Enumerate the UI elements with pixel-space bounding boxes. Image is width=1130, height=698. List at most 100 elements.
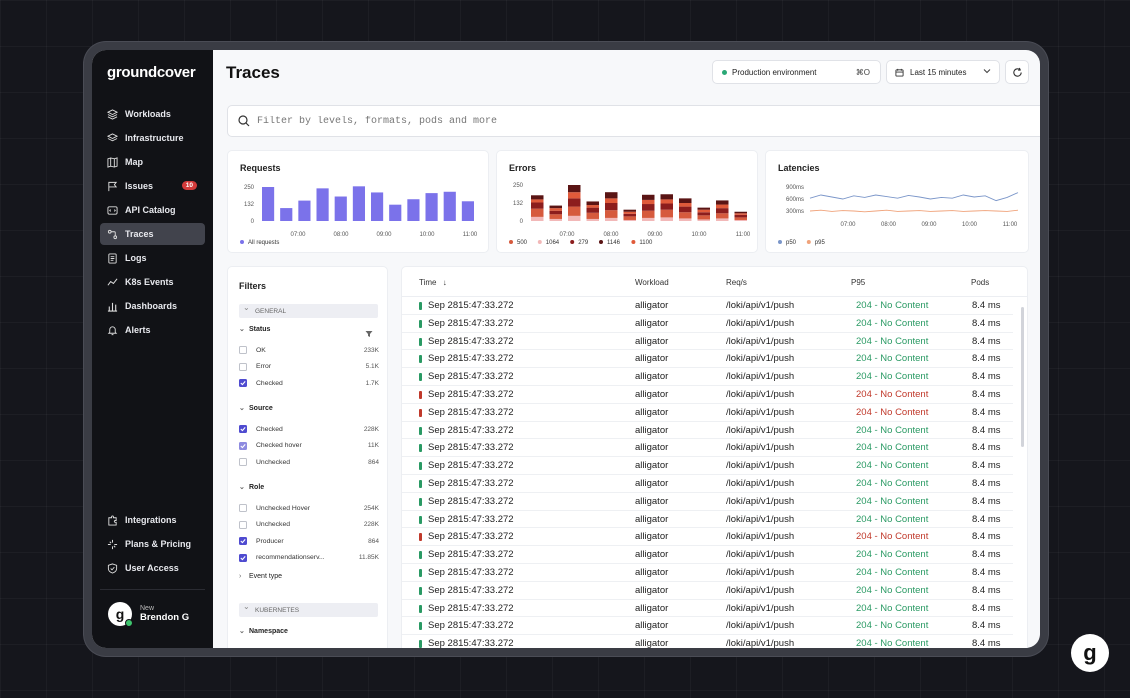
filter-group-source[interactable]: ⌄ Source [239, 404, 273, 413]
sidebar-item-dashboards[interactable]: Dashboards [100, 295, 205, 317]
filter-option[interactable]: Checked 228K [239, 423, 379, 435]
sidebar-item-label: Map [125, 157, 143, 167]
column-header-p95[interactable]: P95 [851, 278, 866, 287]
filter-group-status[interactable]: ⌄ Status [239, 325, 270, 334]
table-row[interactable]: Sep 2815:47:33.272 alligator/loki/api/v1/… [402, 368, 1013, 386]
table-row[interactable]: Sep 2815:47:33.272 alligator/loki/api/v1/… [402, 439, 1013, 458]
sidebar-item-plans-pricing[interactable]: Plans & Pricing [100, 533, 205, 555]
table-row[interactable]: Sep 2815:47:33.272 alligator/loki/api/v1/… [402, 600, 1013, 618]
search-input[interactable] [257, 115, 757, 127]
checkbox[interactable] [239, 537, 247, 545]
level-indicator [419, 355, 422, 364]
cell-req: /loki/api/v1/push [726, 460, 795, 472]
bar-segment [679, 212, 692, 219]
bar [443, 191, 456, 221]
checkbox[interactable] [239, 504, 247, 512]
sidebar-item-infrastructure[interactable]: Infrastructure [100, 127, 205, 149]
table-row[interactable]: Sep 2815:47:33.272 alligator/loki/api/v1/… [402, 297, 1013, 315]
sidebar-item-k8s-events[interactable]: K8s Events [100, 271, 205, 293]
column-header-pods[interactable]: Pods [971, 278, 990, 287]
table-row[interactable]: Sep 2815:47:33.272 alligator/loki/api/v1/… [402, 582, 1013, 600]
sidebar-item-map[interactable]: Map [100, 151, 205, 173]
table-row[interactable]: Sep 2815:47:33.272 alligator/loki/api/v1/… [402, 564, 1013, 582]
checkbox[interactable] [239, 458, 247, 466]
sidebar-item-issues[interactable]: Issues 10 [100, 175, 205, 197]
filter-section-kubernetes[interactable]: KUBERNETES [239, 602, 378, 617]
x-tick-label: 08:00 [603, 232, 619, 238]
table-row[interactable]: Sep 2815:47:33.272 alligator/loki/api/v1/… [402, 546, 1013, 564]
sidebar-item-user-access[interactable]: User Access [100, 557, 205, 579]
search-bar[interactable] [227, 105, 1040, 137]
filter-option[interactable]: OK 233K [239, 344, 379, 356]
sidebar-item-integrations[interactable]: Integrations [100, 509, 205, 531]
table-row[interactable]: Sep 2815:47:33.272 alligator/loki/api/v1/… [402, 422, 1013, 440]
filter-option[interactable]: Checked hover 11K [239, 440, 379, 452]
table-scrollbar[interactable] [1021, 307, 1024, 447]
x-tick-label: 09:00 [921, 222, 937, 228]
filter-option-label: Checked [256, 379, 283, 387]
filter-option[interactable]: Unchecked 228K [239, 519, 379, 531]
filter-group-role[interactable]: ⌄ Role [239, 483, 264, 492]
filter-section-general[interactable]: GENERAL [239, 303, 378, 318]
checkbox[interactable] [239, 441, 247, 450]
checkbox[interactable] [239, 553, 247, 562]
legend-swatch [778, 240, 782, 244]
map-icon [107, 156, 118, 168]
level-indicator [419, 337, 422, 346]
sidebar-item-api-catalog[interactable]: API Catalog [100, 199, 205, 221]
cell-req: /loki/api/v1/push [726, 531, 795, 543]
chevron-right-icon: › [239, 573, 242, 580]
bar-segment [697, 215, 710, 220]
checkbox[interactable] [239, 379, 247, 387]
table-row[interactable]: Sep 2815:47:33.272 alligator/loki/api/v1/… [402, 528, 1013, 547]
bar-segment [716, 204, 729, 209]
table-row[interactable]: Sep 2815:47:33.272 alligator/loki/api/v1/… [402, 404, 1013, 422]
checkbox[interactable] [239, 520, 247, 529]
user-profile[interactable]: g New Brendon G [100, 589, 205, 637]
sidebar-item-workloads[interactable]: Workloads [100, 103, 205, 125]
filter-group-event-type[interactable]: › Event type [239, 573, 282, 580]
sidebar-item-traces[interactable]: Traces [100, 223, 205, 245]
sidebar-item-logs[interactable]: Logs [100, 247, 205, 269]
filter-option[interactable]: Producer 864 [239, 535, 379, 547]
cell-req: /loki/api/v1/push [726, 424, 795, 436]
bar-segment [734, 217, 747, 220]
table-row[interactable]: Sep 2815:47:33.272 alligator/loki/api/v1/… [402, 386, 1013, 404]
table-row[interactable]: Sep 2815:47:33.272 alligator/loki/api/v1/… [402, 617, 1013, 636]
filter-funnel-icon[interactable] [365, 325, 373, 343]
environment-select[interactable]: Production environment ⌘O [712, 60, 881, 84]
column-header-time[interactable]: Time ↓ [419, 278, 447, 287]
checkbox[interactable] [239, 346, 247, 354]
cell-workload: alligator [635, 495, 669, 507]
table-row[interactable]: Sep 2815:47:33.272 alligator/loki/api/v1/… [402, 635, 1013, 648]
table-row[interactable]: Sep 2815:47:33.272 alligator/loki/api/v1/… [402, 475, 1013, 493]
table-row[interactable]: Sep 2815:47:33.272 alligator/loki/api/v1/… [402, 333, 1013, 351]
checkbox[interactable] [239, 425, 247, 433]
filter-option-count: 5.1K [365, 363, 379, 370]
cell-time: Sep 2815:47:33.272 [428, 371, 514, 383]
cell-pods: 8.4 ms [972, 317, 1001, 329]
y-tick-label: 900ms [786, 185, 804, 191]
checkbox[interactable] [239, 362, 247, 371]
filter-group-namespace[interactable]: ⌄ Namespace [239, 627, 288, 636]
filter-option[interactable]: Unchecked 864 [239, 456, 379, 468]
filter-option[interactable]: Checked 1.7K [239, 377, 379, 389]
filter-option[interactable]: Error 5.1K [239, 361, 379, 373]
filter-option[interactable]: recommendationserv... 11.85K [239, 552, 379, 564]
column-header-workload[interactable]: Workload [635, 278, 669, 287]
sidebar-item-alerts[interactable]: Alerts [100, 319, 205, 341]
filter-option[interactable]: Unchecked Hover 254K [239, 502, 379, 514]
bar-segment [605, 217, 618, 221]
bar-segment [642, 204, 655, 211]
bar-segment [531, 199, 544, 203]
table-row[interactable]: Sep 2815:47:33.272 alligator/loki/api/v1/… [402, 511, 1013, 529]
table-row[interactable]: Sep 2815:47:33.272 alligator/loki/api/v1/… [402, 493, 1013, 511]
issues-count-badge: 10 [181, 181, 197, 190]
bar [352, 186, 365, 221]
table-row[interactable]: Sep 2815:47:33.272 alligator/loki/api/v1/… [402, 457, 1013, 475]
refresh-button[interactable] [1005, 60, 1029, 84]
column-header-req[interactable]: Req/s [726, 278, 747, 287]
table-row[interactable]: Sep 2815:47:33.272 alligator/loki/api/v1/… [402, 315, 1013, 333]
table-row[interactable]: Sep 2815:47:33.272 alligator/loki/api/v1/… [402, 350, 1013, 369]
time-range-select[interactable]: Last 15 minutes [886, 60, 1000, 84]
